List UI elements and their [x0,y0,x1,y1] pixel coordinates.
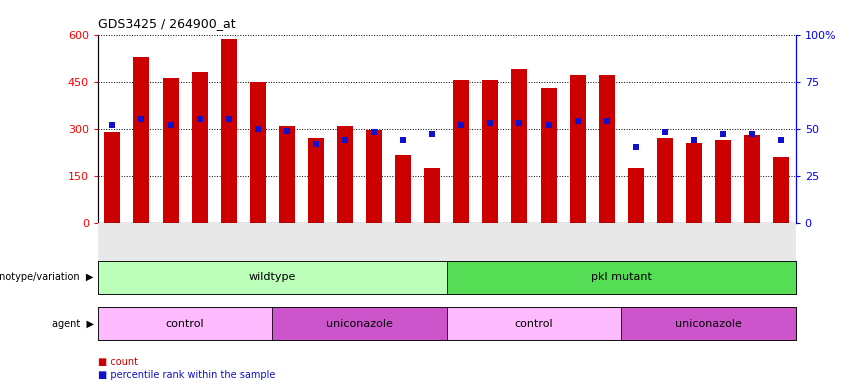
Bar [447,261,796,294]
Text: uniconazole: uniconazole [326,318,393,329]
Text: wildtype: wildtype [248,272,296,283]
Text: control: control [166,318,204,329]
Bar [628,168,643,223]
Bar [483,80,499,223]
Bar [220,39,237,223]
Text: pkl mutant: pkl mutant [591,272,652,283]
Bar [657,138,673,223]
Bar [621,307,796,340]
Bar [774,157,789,223]
Bar [134,56,150,223]
Bar [308,138,324,223]
Bar [98,307,272,340]
Bar [425,168,440,223]
Bar [337,126,353,223]
Text: uniconazole: uniconazole [675,318,742,329]
Bar [511,69,528,223]
Text: GDS3425 / 264900_at: GDS3425 / 264900_at [98,17,236,30]
Bar [98,261,447,294]
Bar [454,80,469,223]
Bar [569,75,585,223]
Bar [105,132,120,223]
Bar [744,135,760,223]
Bar [279,126,294,223]
Bar [191,72,208,223]
Bar [395,155,411,223]
Bar [715,140,731,223]
Bar [366,130,382,223]
Bar [163,78,179,223]
Text: ■ percentile rank within the sample: ■ percentile rank within the sample [98,370,275,380]
Text: genotype/variation  ▶: genotype/variation ▶ [0,272,94,283]
Text: control: control [515,318,553,329]
Bar [540,88,557,223]
Bar [272,307,447,340]
Text: ■ count: ■ count [98,357,138,367]
Bar [686,143,702,223]
Text: agent  ▶: agent ▶ [52,318,94,329]
Bar [250,82,266,223]
Bar [447,307,621,340]
Bar [599,75,614,223]
